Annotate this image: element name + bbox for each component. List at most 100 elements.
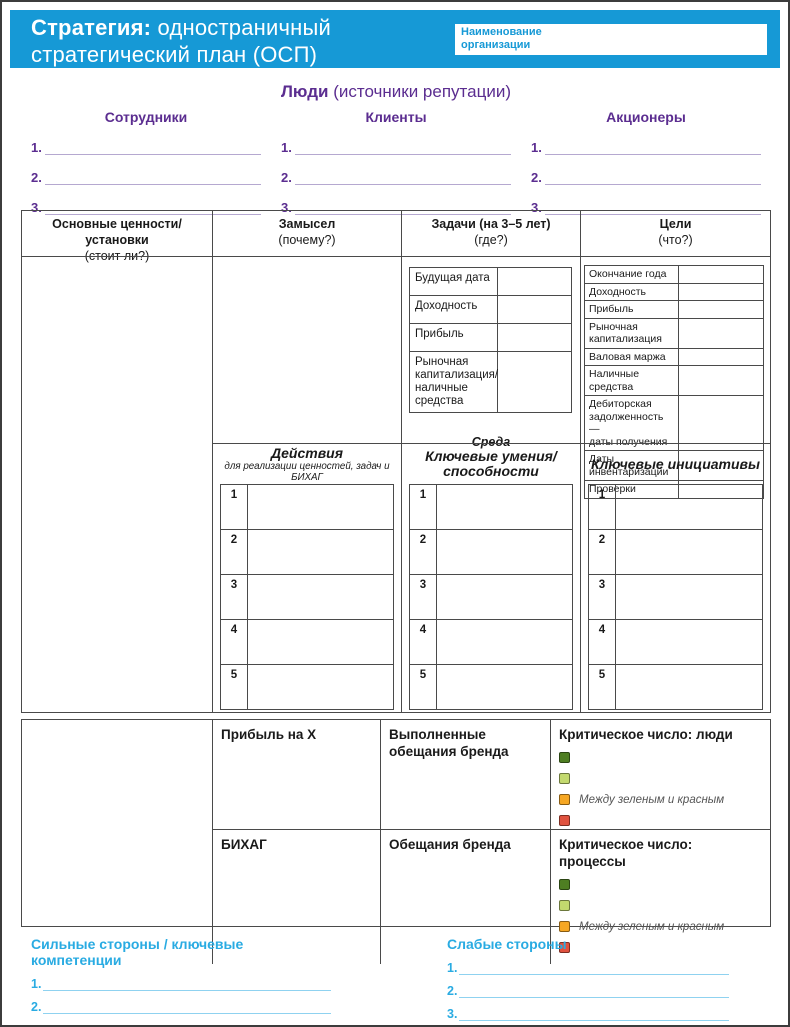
values-body-cell[interactable] [22, 256, 212, 712]
table-row: 5 [410, 664, 572, 709]
market-cap-value-cell[interactable] [498, 352, 571, 412]
revenue-value-cell[interactable] [498, 296, 571, 323]
page-title-rest: одностраничный [151, 15, 331, 40]
employees-blank-line-3[interactable] [44, 184, 261, 215]
market-cap-goal-value-cell[interactable] [679, 319, 763, 348]
bhag-label: БИХАГ [221, 837, 267, 852]
skills-title: Ключевые умения/ способности [425, 448, 557, 479]
strengths-blank-line-2[interactable] [43, 990, 331, 1014]
actions-cell-2[interactable] [248, 530, 393, 574]
skills-cell-3[interactable] [437, 575, 572, 619]
table-row: Валовая маржа [585, 347, 763, 366]
weaknesses-blank-line-1[interactable] [459, 951, 729, 975]
status-green-icon [559, 879, 570, 890]
weaknesses-title: Слабые стороны [447, 936, 567, 952]
shareholders-blank-line-1[interactable] [544, 124, 761, 155]
traffic-light-legend: Между зеленым и красным [559, 747, 762, 831]
initiatives-cell-2[interactable] [616, 530, 762, 574]
actions-cell-3[interactable] [248, 575, 393, 619]
people-section-title: Люди (источники репутации) [21, 82, 771, 102]
list-item: 2. [531, 155, 761, 185]
brand-promises-cell[interactable]: Обещания бренда [380, 829, 550, 964]
table-row: 2 [589, 529, 762, 574]
initiatives-cell-5[interactable] [616, 665, 762, 709]
skills-section: Ключевые умения/ способности 1 2 3 4 5 [401, 443, 580, 712]
clients-blank-line-3[interactable] [294, 184, 511, 215]
cash-value-cell[interactable] [679, 366, 763, 395]
actions-cell-5[interactable] [248, 665, 393, 709]
table-row: 3 [589, 574, 762, 619]
table-row: Проверки [585, 480, 763, 498]
skills-cell-5[interactable] [437, 665, 572, 709]
purpose-header-cell: Замысел (почему?) [212, 211, 401, 256]
weaknesses-blank-line-2[interactable] [459, 974, 729, 998]
strengths-blank-line-1[interactable] [43, 967, 331, 991]
year-end-value-cell[interactable] [679, 266, 763, 283]
legend-note: Между зеленым и красным [579, 793, 725, 806]
initiatives-cell-1[interactable] [616, 485, 762, 529]
page-title-line2: стратегический план (ОСП) [31, 42, 318, 67]
swot-footer: Сильные стороны / ключевые компетенции 1… [21, 936, 771, 1025]
table-row: Рыночная капитализация/ наличные средств… [410, 351, 571, 412]
table-row: Доходность [585, 282, 763, 301]
kept-brand-promises-cell[interactable]: Выполненные обещания бренда [380, 720, 550, 829]
weaknesses-blank-line-3[interactable] [459, 997, 729, 1021]
profit-goal-value-cell[interactable] [679, 301, 763, 318]
list-item: 2. [281, 155, 511, 185]
objectives-body-cell: Будущая дата Доходность Прибыль Рыночная… [401, 256, 580, 449]
actions-cell-1[interactable] [248, 485, 393, 529]
employees-blank-line-1[interactable] [44, 124, 261, 155]
initiatives-numbered-table: 1 2 3 4 5 [588, 484, 763, 710]
list-item: 3. [447, 998, 729, 1021]
goals-header-cell: Цели (что?) [580, 211, 770, 256]
table-row: Даты инвентаризации [585, 450, 763, 480]
table-row: 3 [221, 574, 393, 619]
actions-cell-4[interactable] [248, 620, 393, 664]
table-row: 1 [589, 485, 762, 529]
profit-per-x-cell[interactable]: Прибыль на X [212, 720, 380, 829]
future-date-value-cell[interactable] [498, 268, 571, 295]
shareholders-blank-line-2[interactable] [544, 154, 761, 185]
goals-body-cell: Окончание года Доходность Прибыль Рыночн… [580, 256, 770, 499]
employees-blank-line-2[interactable] [44, 154, 261, 185]
initiatives-cell-3[interactable] [616, 575, 762, 619]
list-item: 1. [281, 125, 511, 155]
skills-cell-1[interactable] [437, 485, 572, 529]
profit-value-cell[interactable] [498, 324, 571, 351]
clients-blank-line-1[interactable] [294, 124, 511, 155]
initiatives-cell-4[interactable] [616, 620, 762, 664]
skills-cell-2[interactable] [437, 530, 572, 574]
receivables-value-cell[interactable] [679, 396, 763, 450]
skills-cell-4[interactable] [437, 620, 572, 664]
table-row: 4 [221, 619, 393, 664]
people-column-shareholders: Акционеры 1. 2. 3. [521, 109, 771, 215]
clients-header: Клиенты [365, 109, 427, 125]
table-row: Прибыль [410, 323, 571, 351]
purpose-body-cell[interactable] [212, 256, 401, 443]
people-column-clients: Клиенты 1. 2. 3. [271, 109, 521, 215]
environment-label: Среда [471, 435, 511, 449]
goals-mini-table: Окончание года Доходность Прибыль Рыночн… [584, 265, 764, 499]
clients-blank-line-2[interactable] [294, 154, 511, 185]
strengths-title: Сильные стороны / ключевые компетенции [31, 936, 244, 968]
brand-promises-label: Обещания бренда [389, 837, 511, 852]
gross-margin-value-cell[interactable] [679, 349, 763, 366]
table-row: 1 [221, 485, 393, 529]
list-item: 3. [31, 1013, 331, 1025]
objectives-mini-table: Будущая дата Доходность Прибыль Рыночная… [409, 267, 572, 413]
table-row: 3 [410, 574, 572, 619]
initiatives-section: Ключевые инициативы 1 2 3 4 5 [580, 443, 770, 712]
strengths-blank-line-3[interactable] [43, 1013, 331, 1025]
bottom-left-blank-cell[interactable] [22, 720, 212, 964]
organization-name-box[interactable]: Наименование организации [455, 24, 767, 55]
critical-number-people-cell: Критическое число: люди Между зеленым и … [550, 720, 770, 829]
bhag-cell[interactable]: БИХАГ [212, 829, 380, 964]
actions-title: Действия [271, 444, 343, 461]
status-orange-icon [559, 921, 570, 932]
revenue-goal-value-cell[interactable] [679, 284, 763, 301]
shareholders-blank-line-3[interactable] [544, 184, 761, 215]
actions-numbered-table: 1 2 3 4 5 [220, 484, 394, 710]
list-item: 2. [31, 991, 331, 1014]
table-row: Доходность [410, 295, 571, 323]
